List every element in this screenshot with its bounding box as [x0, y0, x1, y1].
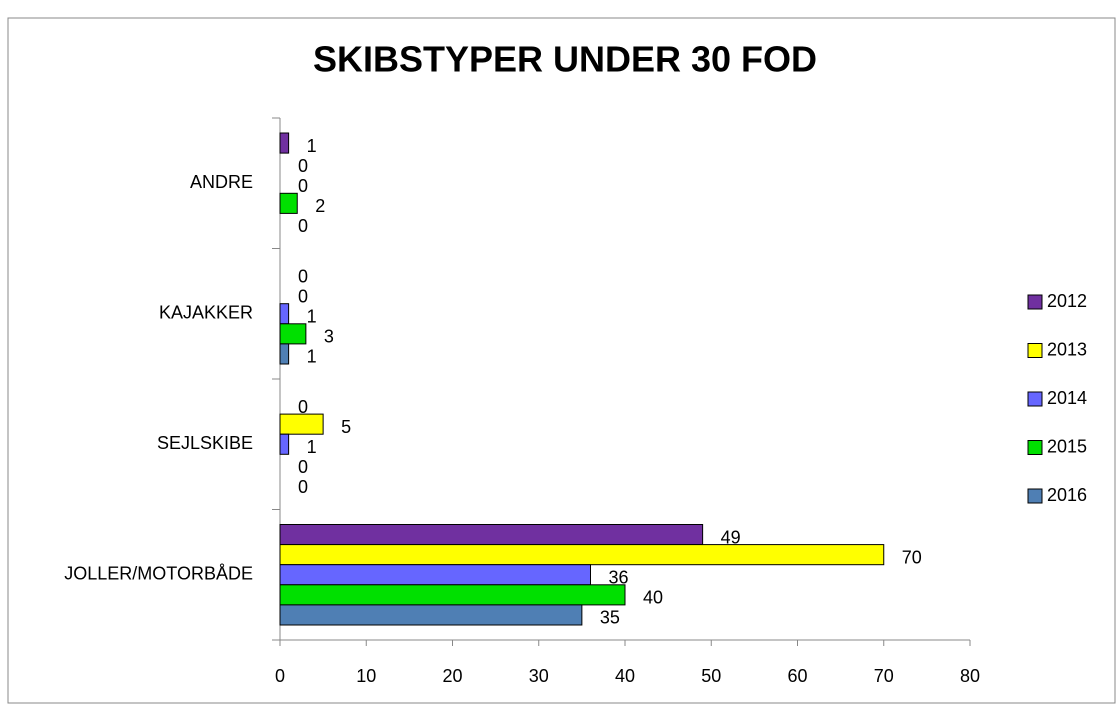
legend-swatch — [1027, 294, 1043, 310]
data-label: 49 — [721, 527, 741, 547]
legend-label: 2014 — [1047, 388, 1087, 408]
data-label: 0 — [298, 457, 308, 477]
bar — [279, 413, 324, 435]
data-label: 1 — [307, 437, 317, 457]
data-label: 0 — [298, 286, 308, 306]
data-label: 3 — [324, 327, 334, 347]
data-label: 36 — [609, 568, 629, 588]
y-tick-label: ANDRE — [190, 172, 253, 192]
data-label: 1 — [307, 347, 317, 367]
legend-label: 2016 — [1047, 485, 1087, 505]
legend-label: 2012 — [1047, 291, 1087, 311]
x-tick-label: 30 — [529, 666, 549, 686]
x-tick-label: 50 — [701, 666, 721, 686]
data-label: 0 — [298, 477, 308, 497]
bar — [279, 544, 885, 566]
data-label: 0 — [298, 266, 308, 286]
data-label: 0 — [298, 156, 308, 176]
data-label: 0 — [298, 216, 308, 236]
data-label: 5 — [341, 417, 351, 437]
bar — [279, 323, 307, 345]
y-tick-label: SEJLSKIBE — [157, 433, 253, 453]
bar — [279, 303, 290, 325]
legend-swatch — [1027, 488, 1043, 504]
legend-swatch — [1027, 343, 1043, 358]
y-tick-label: KAJAKKER — [159, 303, 253, 323]
x-tick-label: 40 — [615, 666, 635, 686]
x-tick-label: 80 — [960, 666, 980, 686]
bar — [279, 433, 290, 455]
data-label: 0 — [298, 176, 308, 196]
legend-swatch — [1027, 391, 1043, 407]
legend-label: 2015 — [1047, 436, 1087, 456]
x-tick-label: 20 — [442, 666, 462, 686]
data-label: 1 — [307, 136, 317, 156]
data-label: 1 — [307, 307, 317, 327]
bar — [279, 524, 704, 546]
data-label: 40 — [643, 588, 663, 608]
legend-swatch — [1027, 440, 1043, 455]
bar — [279, 584, 626, 606]
bar — [279, 132, 290, 154]
x-tick-label: 70 — [874, 666, 894, 686]
data-label: 2 — [315, 196, 325, 216]
data-label: 0 — [298, 397, 308, 417]
bar — [279, 604, 583, 626]
x-tick-label: 10 — [356, 666, 376, 686]
chart-title: SKIBSTYPER UNDER 30 FOD — [313, 39, 817, 80]
legend-label: 2013 — [1047, 339, 1087, 359]
data-label: 35 — [600, 608, 620, 628]
bar — [279, 192, 298, 214]
y-tick-label: JOLLER/MOTORBÅDE — [64, 564, 253, 584]
data-label: 70 — [902, 547, 922, 567]
x-tick-label: 0 — [275, 666, 285, 686]
bar — [279, 564, 591, 586]
x-tick-label: 60 — [787, 666, 807, 686]
bar — [279, 343, 290, 365]
